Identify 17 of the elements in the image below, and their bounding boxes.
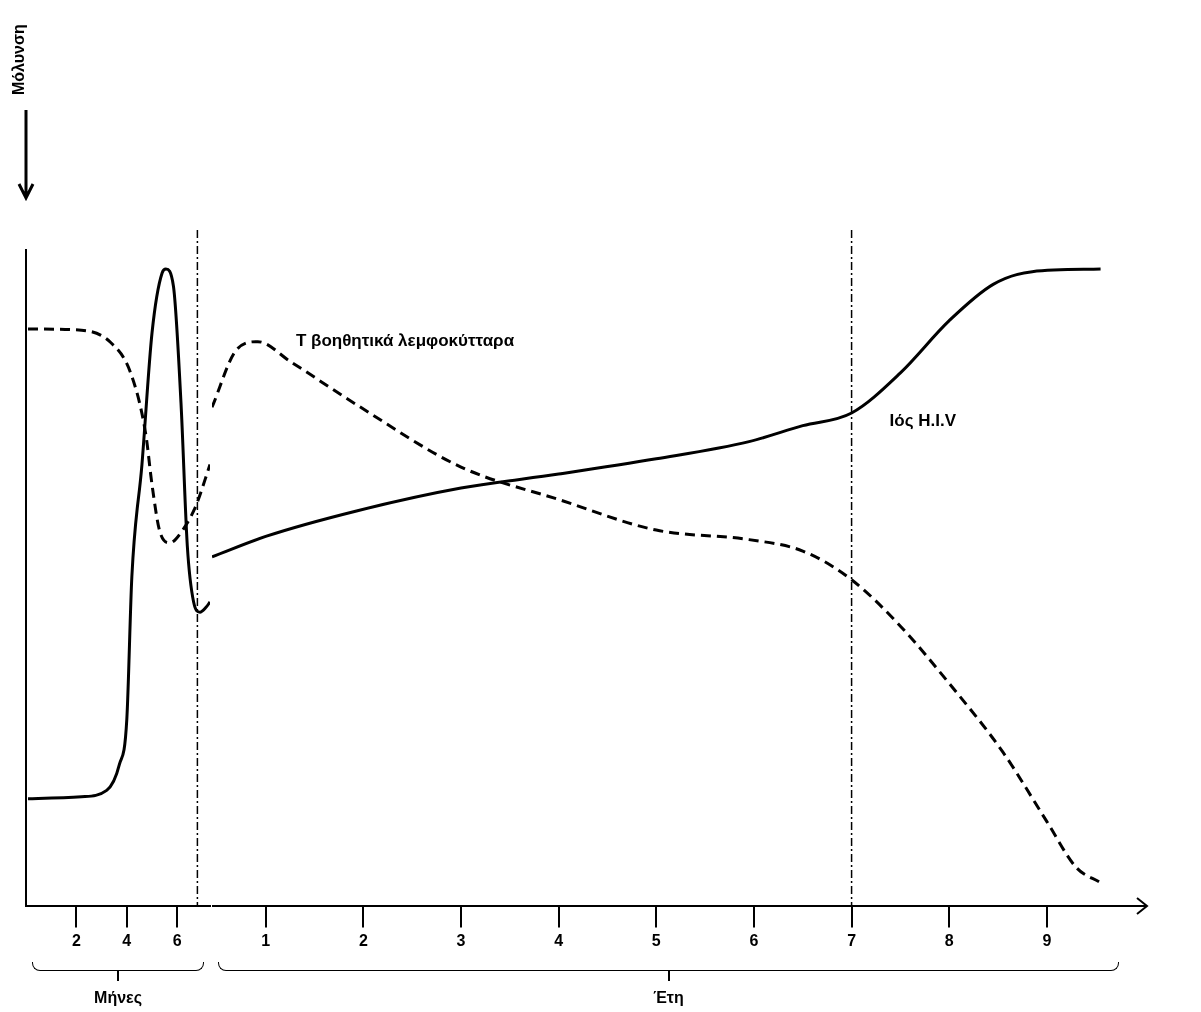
x-tick-label: 6 — [749, 931, 759, 949]
x-tick-label: 8 — [944, 931, 954, 949]
x-tick-label: 4 — [122, 931, 132, 949]
x-tick-label: 1 — [261, 931, 271, 949]
x-axis-title: Έτη — [653, 988, 684, 1006]
text: Μόλυνση — [10, 24, 28, 95]
x-tick-label: 4 — [554, 931, 564, 949]
x-axis-title: Μήνες — [94, 988, 142, 1007]
x-tick-label: 3 — [456, 931, 466, 949]
series-label: Ιός H.I.V — [889, 410, 957, 430]
x-tick-label: 6 — [172, 931, 182, 949]
x-tick-label: 5 — [651, 931, 661, 949]
x-tick-label: 2 — [358, 931, 368, 949]
series-label: Τ βοηθητικά λεμφοκύτταρα — [295, 331, 515, 351]
x-tick-label: 7 — [847, 931, 857, 949]
x-tick-label: 9 — [1042, 931, 1052, 949]
x-tick-label: 2 — [71, 931, 81, 949]
